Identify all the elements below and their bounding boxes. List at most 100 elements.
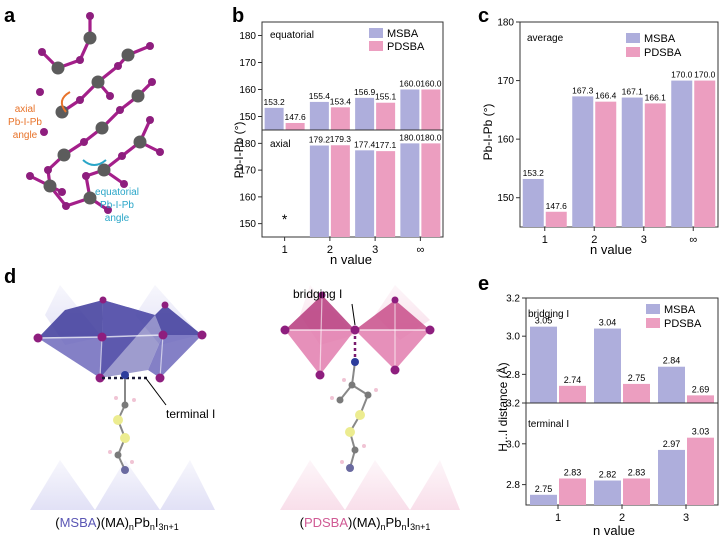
bar-value-label: 155.1 — [375, 92, 397, 102]
x-tick-label: 3 — [372, 244, 378, 256]
chart-b-xlabel: n value — [330, 252, 372, 267]
y-tick-label: 180 — [239, 31, 256, 42]
axial-label-line2: Pb-I-Pb — [8, 117, 42, 128]
y-tick-label: 160 — [239, 192, 256, 203]
bar-value-label: 180.0 — [399, 132, 421, 142]
bar-value-label: 147.6 — [284, 112, 306, 122]
msba-bar — [400, 89, 420, 130]
equatorial-label-line2: Pb-I-Pb — [100, 200, 134, 211]
msba-bar — [309, 145, 329, 237]
bar-value-label: 177.1 — [375, 140, 397, 150]
lattice-atoms — [26, 12, 164, 214]
chart-e-top-label: bridging I — [528, 309, 569, 320]
lead-atom — [43, 179, 57, 193]
octahedron-edge — [37, 336, 103, 339]
faded-octahedron — [280, 460, 345, 510]
iodine-atom — [86, 12, 94, 20]
lead-atom — [131, 89, 145, 103]
pdsba-structure: bridging I — [280, 285, 460, 510]
pdsba-bar — [330, 107, 350, 130]
bar-value-label: 177.4 — [354, 139, 376, 149]
panel-letter-c: c — [478, 5, 489, 27]
panel-e: e H...I distance (Å) n value 2.8 3.0 3.2 3.… — [478, 273, 719, 538]
y-tick-label: 180 — [239, 139, 256, 150]
pdsba-bar — [285, 122, 305, 130]
iodine-atom — [58, 188, 66, 196]
iodine-atom — [76, 96, 84, 104]
equatorial-angle-arc — [82, 159, 107, 166]
bridging-label: bridging I — [293, 287, 342, 301]
chart-e-bottom-label: terminal I — [528, 419, 569, 430]
bar-value-label: 2.83 — [564, 467, 582, 477]
x-tick-label: 2 — [619, 512, 625, 524]
panel-letter-d: d — [4, 266, 16, 288]
pdsba-cation — [330, 358, 378, 472]
x-tick-label: 3 — [683, 512, 689, 524]
octahedron-face — [38, 337, 102, 378]
msba-bar — [400, 143, 420, 237]
missing-data-marker: * — [282, 211, 288, 227]
bar-value-label: 2.83 — [628, 467, 646, 477]
equatorial-label-line3: angle — [105, 213, 130, 224]
pdsba-bar — [623, 478, 650, 505]
y-tick-label: 170 — [497, 76, 514, 87]
bar-value-label: 3.04 — [599, 318, 617, 328]
lead-atom — [91, 75, 105, 89]
lead-atom — [83, 31, 97, 45]
x-tick-label: 1 — [282, 244, 288, 256]
iodine-atom — [148, 78, 156, 86]
octahedron-face — [355, 300, 430, 330]
y-tick-label: 150 — [497, 193, 514, 204]
octahedron-face — [148, 335, 202, 378]
bar-value-label: 153.2 — [263, 97, 285, 107]
x-tick-label: 3 — [641, 234, 647, 246]
iodine-atom — [40, 128, 48, 136]
chart-e-ylabel: H...I distance (Å) — [495, 362, 510, 451]
panel-c: c Pb-I-Pb (°) n value 150160170180153.21… — [478, 5, 719, 257]
bar-value-label: 153.2 — [523, 168, 545, 178]
x-tick-label: 2 — [327, 244, 333, 256]
y-tick-label: 150 — [239, 112, 256, 123]
y-tick-label: 2.8 — [506, 480, 520, 491]
msba-bar — [594, 328, 621, 403]
lead-atom — [83, 191, 97, 205]
iodine-atoms — [280, 291, 435, 380]
bar-value-label: 2.75 — [535, 484, 553, 494]
chart-c-frame — [519, 21, 719, 228]
pdsba-bar — [330, 145, 350, 237]
y-tick-label: 160 — [239, 85, 256, 96]
y-tick-label: 170 — [239, 166, 256, 177]
pdsba-bar — [644, 103, 666, 227]
bar-value-label: 167.3 — [572, 85, 594, 95]
msba-structure: terminal I — [30, 285, 215, 510]
legend-swatch-msba — [626, 33, 640, 43]
bar-value-label: 160.0 — [420, 79, 442, 89]
pdsba-bar — [545, 211, 567, 227]
octahedron-edge — [101, 334, 164, 338]
iodine-atom — [36, 88, 44, 96]
msba-bar — [572, 96, 594, 227]
bar-value-label: 170.0 — [694, 70, 716, 80]
bar-value-label: 3.03 — [692, 427, 710, 437]
msba-bar — [355, 150, 375, 237]
octahedron-face — [155, 305, 202, 335]
pdsba-bar — [687, 395, 714, 403]
pdsba-bar — [376, 151, 396, 237]
axial-label-line1: axial — [15, 104, 36, 115]
axial-angle-arc — [60, 91, 71, 113]
msba-bar — [530, 326, 557, 403]
faded-octahedron — [410, 460, 460, 510]
bar-value-label: 153.4 — [330, 96, 352, 106]
bridging-pointer — [351, 303, 356, 326]
msba-bar — [264, 107, 284, 130]
x-tick-label: 2 — [591, 234, 597, 246]
pdsba-bar — [559, 385, 586, 403]
octahedron-edge — [99, 336, 103, 379]
msba-bar — [658, 449, 685, 505]
legend-label-msba: MSBA — [664, 304, 696, 316]
iodine-atom — [106, 92, 114, 100]
iodine-atom — [38, 48, 46, 56]
iodine-atom — [116, 106, 124, 114]
panel-a: a axial Pb-I-Pb angle equatorial Pb-I-Pb… — [4, 5, 164, 224]
